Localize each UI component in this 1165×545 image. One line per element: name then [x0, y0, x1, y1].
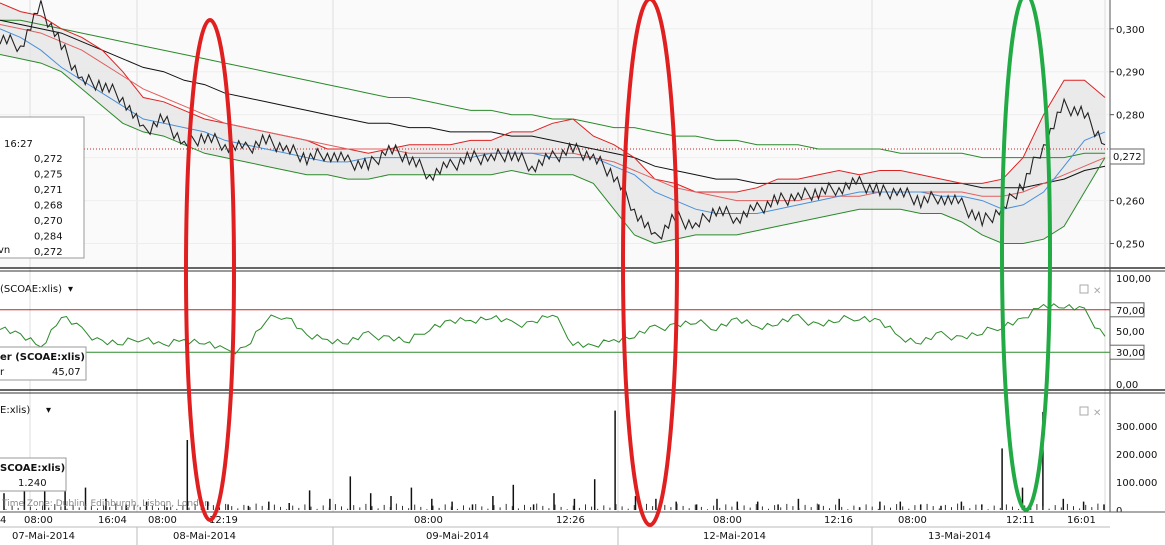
legend-value: 0,268: [34, 201, 63, 212]
date-label: 09-Mai-2014: [426, 531, 489, 542]
close-icon[interactable]: ✕: [1093, 286, 1101, 297]
time-label: 12:16: [824, 515, 853, 526]
level-badge: [1109, 344, 1145, 360]
level-badge: [1109, 302, 1145, 318]
series-line-price: [0, 0, 1106, 240]
date-label: 07-Mai-2014: [12, 531, 75, 542]
time-axis-labels: 4 08:00 16:04 08:00 12:19 08:00 12:26 08:00 12:1…: [0, 515, 1096, 545]
date-label: 13-Mai-2014: [928, 531, 991, 542]
oscillator-legend-sub: r: [0, 367, 5, 378]
y-tick-label: 70,00: [1116, 306, 1145, 317]
legend-value: 0,272: [34, 247, 63, 258]
legend-value: 0,271: [34, 185, 63, 196]
date-label: 08-Mai-2014: [173, 531, 236, 542]
maximize-icon[interactable]: [1079, 406, 1089, 416]
volume-panel-bg: [0, 394, 1110, 512]
y-tick-label: 100,00: [1116, 274, 1151, 285]
annotation-ellipse-green: [1000, 0, 1052, 512]
y-tick-label: 100.000: [1116, 478, 1157, 489]
timezone-note: Time Zone: Dublin, Edinburgh, Lisbon, Lo…: [1, 499, 210, 509]
y-tick-label: 0,290: [1116, 68, 1145, 79]
volume-legend-name: SCOAE:xlis): [0, 463, 65, 474]
y-tick-label: 0,280: [1116, 111, 1145, 122]
time-label: 08:00: [414, 515, 443, 526]
y-tick-label: 200.000: [1116, 450, 1157, 461]
close-icon[interactable]: ✕: [1093, 408, 1101, 419]
price-legend-box: 16:27 0,272 0,275 0,271 0,268 0,270 0,284 0,27…: [0, 116, 85, 259]
y-tick-label: 0,300: [1116, 25, 1145, 36]
legend-time: 16:27: [4, 139, 33, 150]
date-label: 12-Mai-2014: [703, 531, 766, 542]
time-axis-bg: [0, 512, 1165, 545]
legend-value: 0,270: [34, 216, 63, 227]
legend-last-label: vn: [0, 245, 10, 256]
volume-legend-box: SCOAE:xlis) 1.240: [0, 457, 67, 492]
y-axis-ticks: 0,300 0,290 0,280 0,260 0,250 100,00 70,00 50,0…: [1109, 25, 1157, 517]
y-tick-label: 30,00: [1116, 348, 1145, 359]
legend-value: 0,275: [34, 170, 63, 181]
volume-legend-value: 1.240: [18, 478, 47, 489]
series-line-sma_short: [0, 28, 1106, 214]
series-line-sma_long_black: [0, 19, 1106, 189]
y-tick-label: 0,250: [1116, 240, 1145, 251]
dropdown-arrow-icon[interactable]: ▾: [68, 284, 73, 295]
current-value: 0,272: [1113, 152, 1142, 163]
oscillator-legend-name: er (SCOAE:xlis): [0, 352, 85, 363]
time-label: 16:01: [1067, 515, 1096, 526]
time-label: 08:00: [713, 515, 742, 526]
oscillator-panel-bg: [0, 272, 1110, 390]
legend-value: 0,272: [34, 154, 63, 165]
y-tick-label: 50,00: [1116, 327, 1145, 338]
oscillator-legend-value: 45,07: [52, 367, 81, 378]
oscillator-legend-box: er (SCOAE:xlis) r 45,07: [0, 346, 87, 381]
y-tick-label: 300.000: [1116, 422, 1157, 433]
price-series-group: [0, 0, 1110, 245]
series-line-bollinger_lower: [0, 54, 1106, 245]
panel-controls[interactable]: ✕ ✕: [1079, 284, 1101, 419]
y-tick-label: 0,260: [1116, 197, 1145, 208]
oscillator-line: [0, 303, 1106, 355]
annotation-ellipse-red-1: [184, 18, 236, 522]
time-label: 16:04: [98, 515, 127, 526]
annotation-ellipse-red-2: [621, 0, 679, 527]
dropdown-arrow-icon[interactable]: ▾: [46, 405, 51, 416]
time-label: 08:00: [898, 515, 927, 526]
time-label: 12:26: [556, 515, 585, 526]
time-label: 12:19: [209, 515, 238, 526]
volume-bars-group: [3, 410, 1105, 510]
time-label: 12:11: [1006, 515, 1035, 526]
time-label: 08:00: [24, 515, 53, 526]
time-label: 08:00: [148, 515, 177, 526]
series-line-sma_long_green: [0, 19, 1105, 159]
y-tick-label: 0,00: [1116, 380, 1138, 391]
volume-header: E:xlis): [0, 405, 30, 416]
time-label: 4: [0, 515, 6, 526]
current-value-badge: 0,272: [1109, 148, 1145, 165]
oscillator-header: (SCOAE:xlis): [0, 284, 62, 295]
maximize-icon[interactable]: [1079, 284, 1089, 294]
series-line-bollinger_upper: [0, 2, 1106, 193]
legend-value: 0,284: [34, 232, 63, 243]
